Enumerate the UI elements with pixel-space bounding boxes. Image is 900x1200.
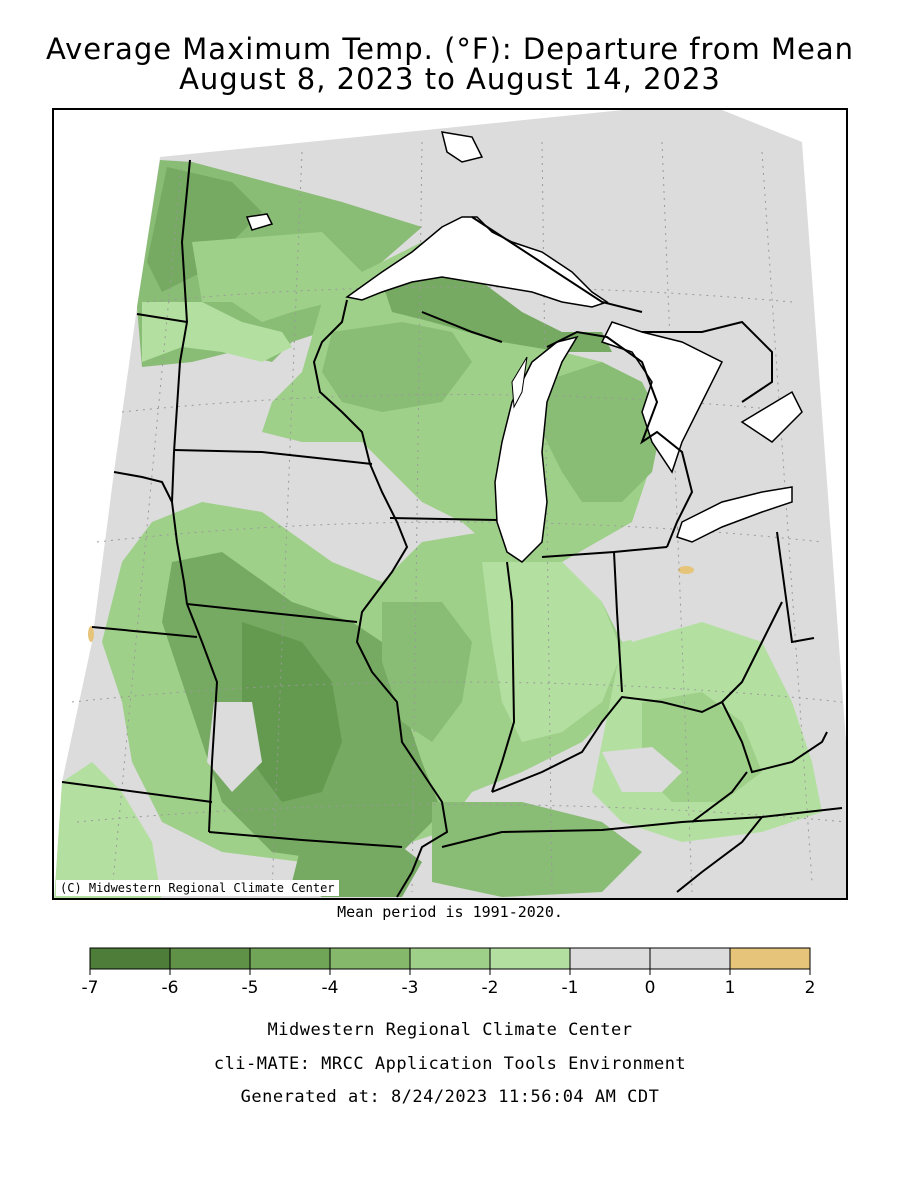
zone-mo-dark: [242, 622, 342, 802]
credit-organization: Midwestern Regional Climate Center: [267, 1020, 633, 1040]
legend-tick-label: -5: [242, 978, 259, 998]
lake-erie: [676, 486, 793, 543]
lake-of-woods: [245, 213, 274, 231]
zone-ohio-gray: [612, 542, 792, 642]
legend-swatch: [249, 947, 331, 970]
zone-il-light: [482, 562, 622, 742]
zone-mi-lower: [542, 362, 662, 502]
zone-mn-lightest: [142, 302, 292, 362]
upper-canada-water: [440, 131, 484, 163]
michigan-lp-outline: [546, 330, 694, 548]
lake-superior: [345, 216, 609, 308]
legend-ticks: -7 -6 -5 -4 -3 -2 -1 0 1 2: [82, 969, 816, 998]
legend-tick-label: -2: [482, 978, 499, 998]
legend-swatch: [729, 947, 811, 970]
door-peninsula: [511, 356, 528, 409]
zone-il-mid: [382, 602, 472, 742]
legend-tick-label: 0: [645, 978, 656, 998]
map-title: Average Maximum Temp. (°F): Departure fr…: [45, 32, 855, 66]
zone-wi-mid: [322, 322, 472, 412]
zone-mn-light: [192, 232, 362, 322]
legend-tick-label: 2: [805, 978, 816, 998]
zone-positive-anomaly: [678, 566, 694, 574]
lake-michigan: [494, 335, 579, 563]
zone-wisconsin: [262, 242, 652, 562]
legend-swatch: [489, 947, 571, 970]
zone-positive-anomaly-west: [88, 626, 94, 642]
legend-swatch: [409, 947, 491, 970]
lake-ontario-edge: [740, 390, 803, 443]
legend-tick-label: -7: [82, 978, 99, 998]
state-boundaries: [61, 159, 843, 898]
copyright-label: (C) Midwestern Regional Climate Center: [56, 880, 339, 896]
legend-swatch: [329, 947, 411, 970]
credit-generated: Generated at: 8/24/2023 11:56:04 AM CDT: [240, 1087, 660, 1107]
legend-swatch: [649, 947, 731, 970]
zone-bottom-mid: [432, 802, 642, 897]
zone-up-mid: [382, 267, 612, 352]
zone-west-light: [54, 762, 162, 898]
legend-tick-label: -3: [402, 978, 419, 998]
zone-mn-darker: [147, 167, 262, 292]
mean-period-note: Mean period is 1991-2020.: [337, 903, 563, 921]
legend-swatches: [89, 947, 811, 970]
map-panel: (C) Midwestern Regional Climate Center: [52, 108, 848, 900]
color-legend: -7 -6 -5 -4 -3 -2 -1 0 1 2: [82, 947, 816, 998]
legend-swatch: [89, 947, 171, 970]
legend-tick-label: -4: [322, 978, 339, 998]
zone-west-gray: [207, 702, 262, 792]
zone-ky-gray: [602, 747, 682, 792]
legend-tick-label: -1: [562, 978, 579, 998]
credit-tool: cli-MATE: MRCC Application Tools Environ…: [213, 1054, 687, 1074]
map-date-range: August 8, 2023 to August 14, 2023: [179, 62, 721, 96]
great-lakes: [245, 131, 803, 563]
legend-swatch: [569, 947, 651, 970]
legend-tick-label: -6: [162, 978, 179, 998]
temperature-departure-map: [54, 110, 846, 898]
legend-tick-label: 1: [725, 978, 736, 998]
lake-huron: [600, 321, 724, 474]
legend-swatch: [169, 947, 251, 970]
